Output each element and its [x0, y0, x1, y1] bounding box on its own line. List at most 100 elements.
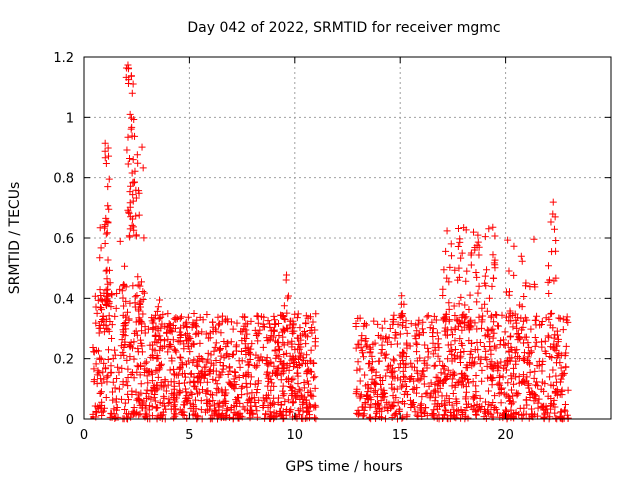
data-point [171, 398, 179, 406]
data-point [520, 349, 528, 357]
data-point [138, 143, 146, 151]
data-point [537, 321, 545, 329]
data-point [185, 394, 193, 402]
data-point [157, 360, 165, 368]
data-point [309, 318, 317, 326]
data-point [396, 376, 404, 384]
data-point [136, 363, 144, 371]
data-point [289, 375, 297, 383]
data-point [200, 374, 208, 382]
data-point [552, 372, 560, 380]
data-point [402, 388, 410, 396]
data-point [270, 362, 278, 370]
data-point [281, 398, 289, 406]
data-point [530, 280, 538, 288]
data-point [104, 183, 112, 191]
data-point [480, 343, 488, 351]
data-point [271, 347, 279, 355]
data-point [448, 346, 456, 354]
data-point [136, 303, 144, 311]
data-point [441, 400, 449, 408]
data-point [444, 355, 452, 363]
data-point [415, 331, 423, 339]
data-point [302, 312, 310, 320]
data-point [237, 384, 245, 392]
data-point [462, 393, 470, 401]
data-point [132, 194, 140, 202]
data-point [263, 354, 271, 362]
data-point [520, 293, 528, 301]
data-point [403, 329, 411, 337]
data-point [113, 375, 121, 383]
data-point [372, 372, 380, 380]
data-point [259, 320, 267, 328]
data-point [291, 358, 299, 366]
data-point [236, 399, 244, 407]
data-point [126, 342, 134, 350]
x-tick-label: 20 [497, 428, 514, 443]
data-point [170, 345, 178, 353]
data-point [124, 382, 132, 390]
data-point [423, 389, 431, 397]
data-point [135, 391, 143, 399]
data-point [176, 353, 184, 361]
data-point [107, 369, 115, 377]
data-point [102, 267, 110, 275]
data-point [399, 357, 407, 365]
data-point [163, 329, 171, 337]
data-point [177, 354, 185, 362]
data-point [251, 326, 259, 334]
data-point [411, 332, 419, 340]
data-point [365, 360, 373, 368]
data-point [130, 374, 138, 382]
data-point [137, 336, 145, 344]
data-point [530, 374, 538, 382]
data-point [356, 394, 364, 402]
data-point [128, 114, 136, 122]
data-point [250, 362, 258, 370]
data-point [296, 411, 304, 419]
data-point [146, 367, 154, 375]
data-point [275, 331, 283, 339]
data-point [488, 312, 496, 320]
data-point [223, 405, 231, 413]
data-point [455, 264, 463, 272]
data-point [515, 334, 523, 342]
data-point [562, 363, 570, 371]
data-point [442, 374, 450, 382]
data-point [365, 384, 373, 392]
data-point [375, 401, 383, 409]
data-point [451, 346, 459, 354]
data-point [120, 351, 128, 359]
data-point [510, 242, 518, 250]
data-point [107, 368, 115, 376]
data-point [104, 144, 112, 152]
data-point [220, 338, 228, 346]
data-point [513, 330, 521, 338]
data-point [387, 368, 395, 376]
data-point [176, 406, 184, 414]
data-point [485, 400, 493, 408]
data-point [514, 353, 522, 361]
data-point [470, 360, 478, 368]
data-point [150, 394, 158, 402]
data-point [456, 354, 464, 362]
data-point [457, 293, 465, 301]
data-point [105, 327, 113, 335]
data-point [192, 330, 200, 338]
data-point [481, 272, 489, 280]
data-point [453, 317, 461, 325]
data-point [172, 394, 180, 402]
data-point [507, 375, 515, 383]
data-point [297, 392, 305, 400]
data-point [141, 365, 149, 373]
data-point [370, 388, 378, 396]
data-point [396, 330, 404, 338]
data-point [503, 414, 511, 422]
data-point [231, 385, 239, 393]
data-point [414, 369, 422, 377]
data-point [134, 159, 142, 167]
data-point [124, 133, 132, 141]
data-point [222, 343, 230, 351]
data-point [311, 401, 319, 409]
